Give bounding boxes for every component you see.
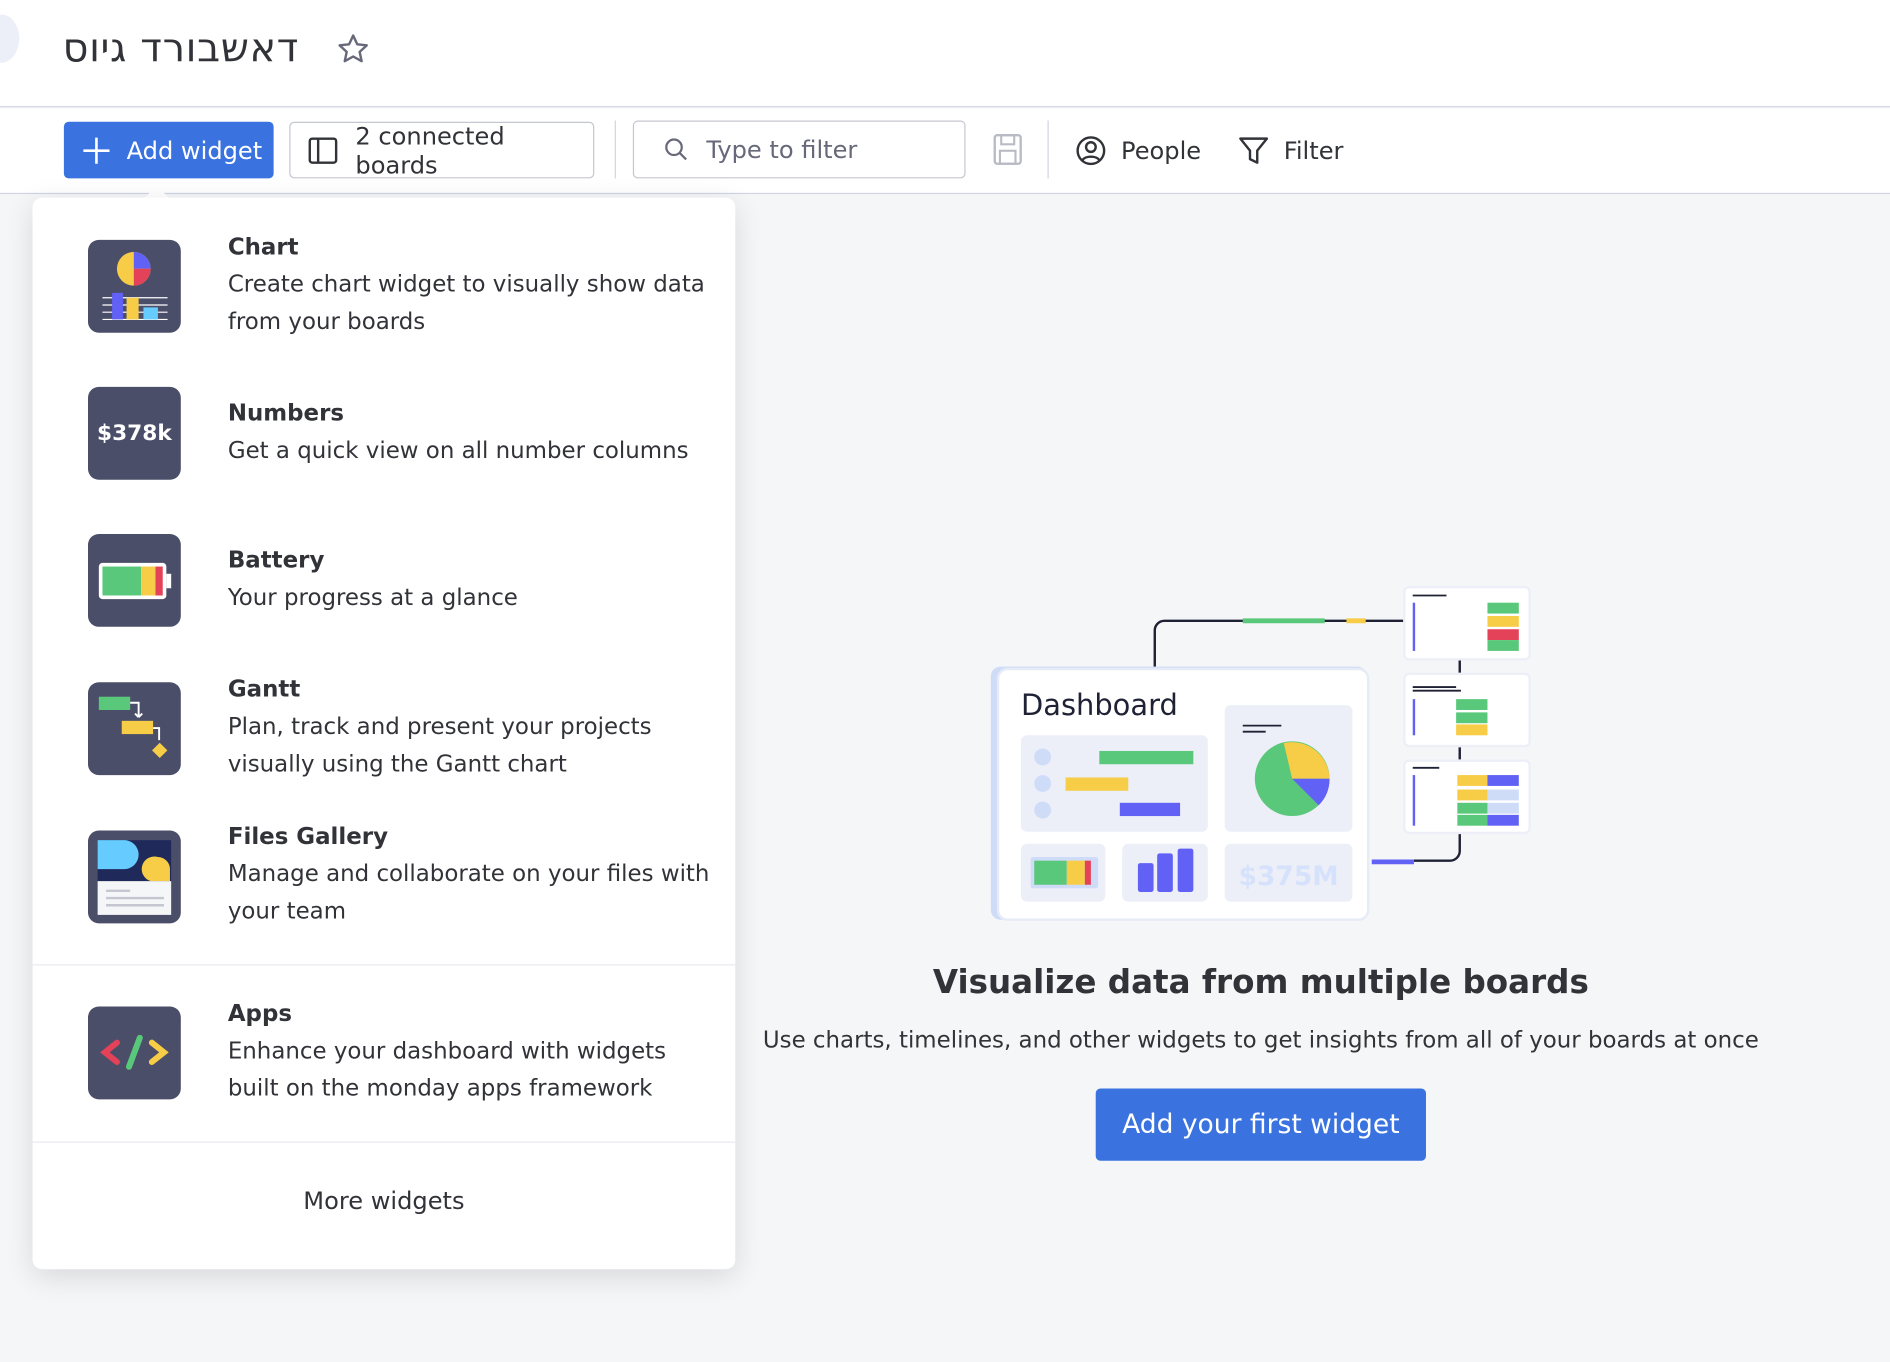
apps-code-icon xyxy=(87,1006,181,1100)
more-widgets-link[interactable]: More widgets xyxy=(303,1186,465,1216)
numbers-icon: $378k xyxy=(87,386,181,480)
add-first-widget-button[interactable]: Add your first widget xyxy=(1095,1088,1426,1161)
star-icon[interactable] xyxy=(335,31,371,67)
menu-item-apps[interactable]: Apps Enhance your dashboard with widgets… xyxy=(33,966,736,1142)
people-filter-button[interactable]: People xyxy=(1075,122,1201,179)
save-icon[interactable] xyxy=(992,133,1023,167)
gantt-description: Plan, track and present your projects vi… xyxy=(227,713,652,778)
menu-item-numbers[interactable]: $378k Numbers Get a quick view on all nu… xyxy=(33,366,736,511)
person-icon xyxy=(1076,135,1106,165)
battery-title: Battery xyxy=(227,547,325,574)
add-widget-label: Add widget xyxy=(126,135,263,165)
empty-state-headline: Visualize data from multiple boards xyxy=(932,964,1589,1002)
people-label: People xyxy=(1121,135,1202,165)
menu-item-battery[interactable]: Battery Your progress at a glance xyxy=(33,511,736,656)
gantt-icon xyxy=(87,682,181,776)
illustration-number: $375M xyxy=(1239,861,1339,892)
toolbar-divider xyxy=(1047,120,1049,179)
apps-description: Enhance your dashboard with widgets buil… xyxy=(227,1037,667,1102)
files-gallery-title: Files Gallery xyxy=(227,823,389,850)
menu-item-files-gallery[interactable]: Files Gallery Manage and collaborate on … xyxy=(33,800,736,964)
sidebar-collapse-handle[interactable] xyxy=(0,14,20,63)
chart-icon xyxy=(87,239,181,333)
files-gallery-description: Manage and collaborate on your files wit… xyxy=(227,860,710,925)
add-widget-menu: Chart Create chart widget to visually sh… xyxy=(32,197,736,1270)
filter-button[interactable]: Filter xyxy=(1238,122,1344,179)
menu-divider xyxy=(32,964,736,966)
battery-description: Your progress at a glance xyxy=(227,584,518,612)
filter-label: Filter xyxy=(1283,135,1344,165)
chart-description: Create chart widget to visually show dat… xyxy=(227,271,705,336)
funnel-icon xyxy=(1239,136,1269,164)
gantt-title: Gantt xyxy=(227,676,301,703)
menu-divider xyxy=(32,1141,736,1143)
files-gallery-icon xyxy=(87,830,181,924)
empty-state-subtext: Use charts, timelines, and other widgets… xyxy=(762,1027,1759,1054)
battery-icon xyxy=(87,533,181,627)
page-title[interactable]: דאשבורד גיוס xyxy=(62,24,299,72)
menu-caret xyxy=(142,185,172,201)
connected-boards-button[interactable]: 2 connected boards xyxy=(289,121,595,180)
search-input[interactable]: Type to filter xyxy=(632,120,966,179)
illustration-title: Dashboard xyxy=(1021,688,1178,722)
dashboard-illustration: Dashboard $375M xyxy=(990,585,1531,921)
connected-boards-label: 2 connected boards xyxy=(355,121,505,180)
chart-title: Chart xyxy=(227,233,299,261)
search-placeholder: Type to filter xyxy=(706,135,858,164)
apps-title: Apps xyxy=(227,1000,292,1028)
page-header: דאשבורד גיוס xyxy=(0,0,1890,108)
numbers-title: Numbers xyxy=(227,400,345,427)
numbers-description: Get a quick view on all number columns xyxy=(227,437,689,465)
toolbar-divider xyxy=(614,120,616,179)
plus-icon xyxy=(83,137,110,164)
search-icon xyxy=(665,138,687,161)
menu-item-chart[interactable]: Chart Create chart widget to visually sh… xyxy=(33,198,736,367)
add-widget-button[interactable]: Add widget xyxy=(63,121,274,179)
toolbar: Add widget 2 connected boards Type to fi… xyxy=(0,108,1890,195)
board-layout-icon xyxy=(308,136,338,164)
menu-item-gantt[interactable]: Gantt Plan, track and present your proje… xyxy=(33,656,736,801)
